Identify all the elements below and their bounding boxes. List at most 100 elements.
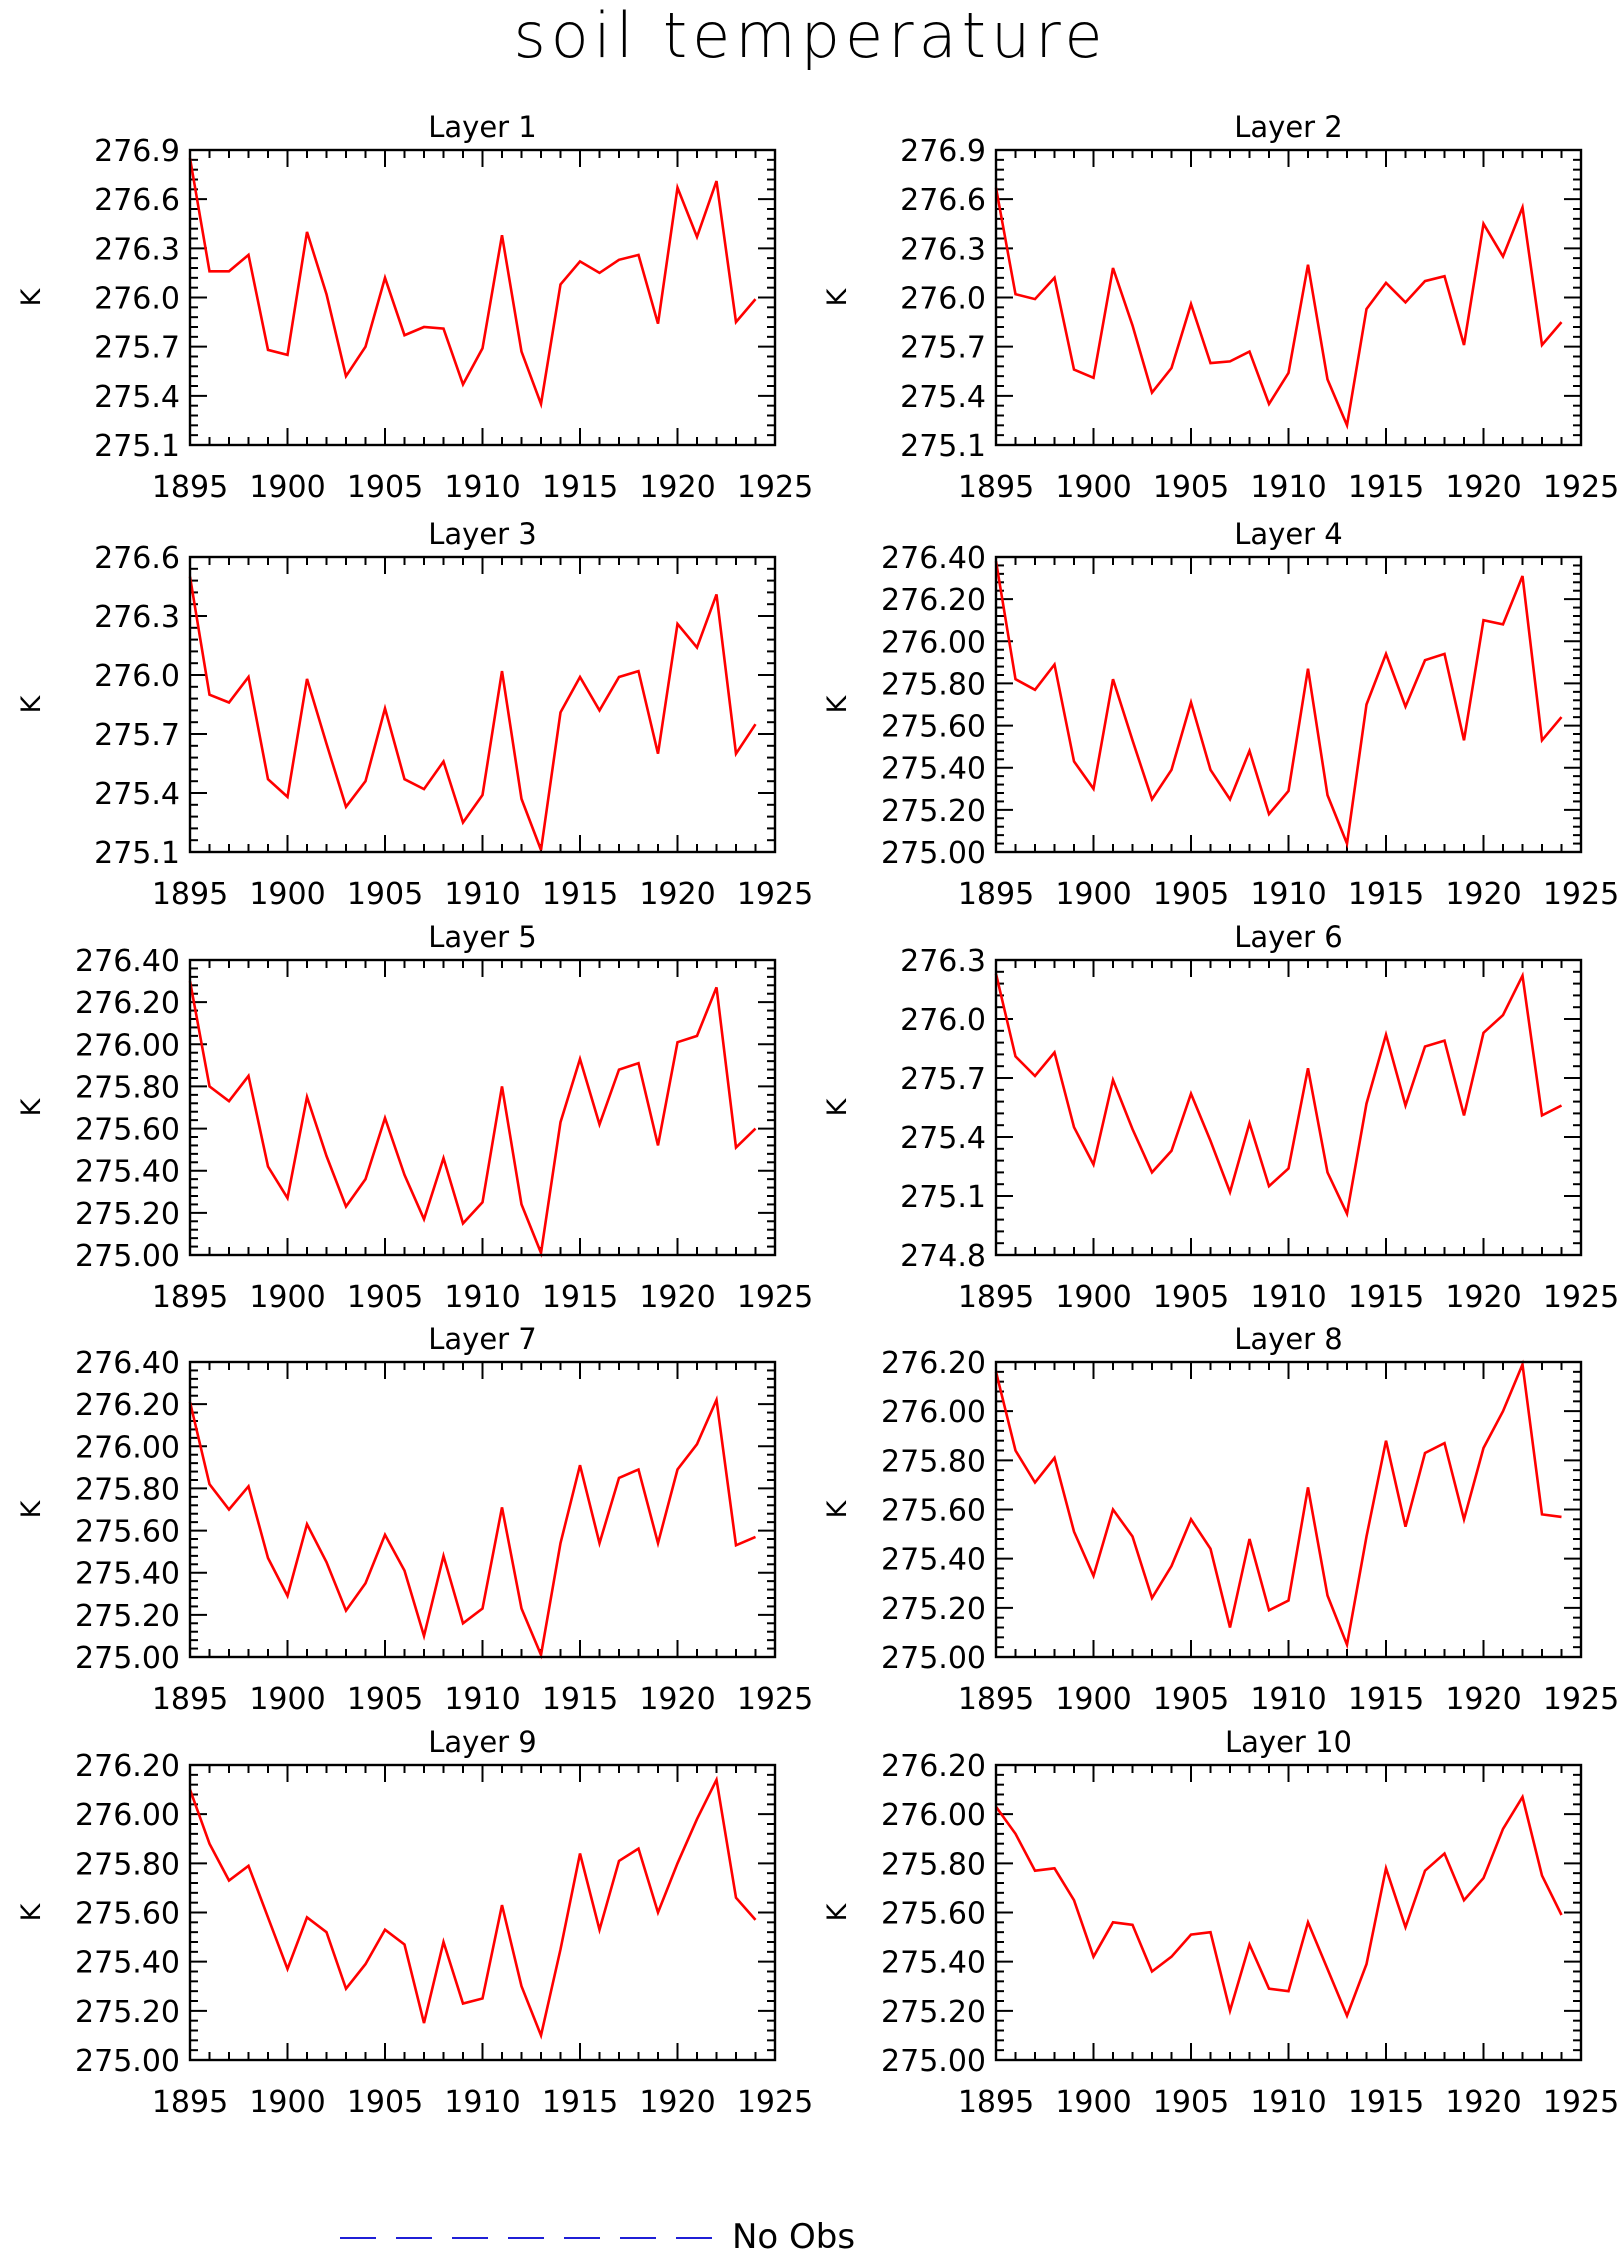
series-line (188, 1395, 757, 1660)
x-tick-label: 1895 (958, 1280, 1034, 1315)
y-tick-label: 276.6 (94, 541, 180, 576)
panel-title: Layer 8 (1234, 1322, 1343, 1356)
x-tick-label: 1925 (737, 470, 813, 505)
series-line (994, 971, 1563, 1218)
plot-frame (188, 1763, 777, 2062)
x-tick-label: 1915 (542, 1280, 618, 1315)
y-axis-label: K (16, 287, 47, 306)
y-tick-label: 275.40 (75, 1557, 180, 1592)
x-tick-label: 1910 (1250, 470, 1326, 505)
x-tick-label: 1920 (639, 877, 715, 912)
y-axis-label: K (822, 1097, 853, 1116)
x-tick-label: 1915 (1348, 1280, 1424, 1315)
x-tick-label: 1910 (1250, 1682, 1326, 1717)
x-tick-label: 1905 (1153, 1682, 1229, 1717)
x-tick-label: 1915 (1348, 470, 1424, 505)
chart-panel: Layer 3 K 1895 1900 1905 1910 1915 1920 1925 275.… (16, 517, 813, 912)
x-tick-label: 1900 (249, 1280, 325, 1315)
y-axis-label: K (16, 694, 47, 713)
chart-panel: Layer 7 K 1895 1900 1905 1910 1915 1920 1925 275.… (16, 1322, 813, 1717)
chart-panel: Layer 2 K 1895 1900 1905 1910 1915 1920 1925 275.… (822, 110, 1619, 505)
y-tick-label: 276.20 (75, 1749, 180, 1784)
y-tick-label: 276.00 (881, 1395, 986, 1430)
x-tick-label: 1920 (639, 470, 715, 505)
x-tick-label: 1925 (737, 877, 813, 912)
y-tick-label: 276.00 (881, 625, 986, 660)
figure-title: soil temperature (513, 0, 1108, 72)
y-tick-label: 275.1 (94, 836, 180, 871)
y-tick-label: 275.40 (881, 1946, 986, 1981)
panel-title: Layer 10 (1225, 1725, 1352, 1759)
y-tick-label: 275.80 (881, 667, 986, 702)
panel-title: Layer 2 (1234, 110, 1343, 144)
plot-frame (994, 555, 1583, 854)
x-tick-label: 1905 (1153, 1280, 1229, 1315)
y-axis-label: K (822, 1902, 853, 1921)
y-tick-label: 276.0 (94, 282, 180, 317)
x-tick-label: 1915 (542, 2085, 618, 2120)
y-tick-label: 275.60 (75, 1515, 180, 1550)
y-tick-label: 275.60 (75, 1897, 180, 1932)
x-tick-label: 1910 (444, 1280, 520, 1315)
series-line (994, 560, 1563, 849)
y-tick-label: 275.60 (881, 1897, 986, 1932)
panel-title: Layer 3 (428, 517, 537, 551)
x-tick-label: 1925 (737, 1682, 813, 1717)
x-tick-label: 1910 (444, 470, 520, 505)
panel-title: Layer 5 (428, 920, 537, 954)
x-tick-label: 1905 (1153, 2085, 1229, 2120)
x-tick-label: 1900 (249, 1682, 325, 1717)
y-tick-label: 275.1 (94, 429, 180, 464)
y-tick-label: 275.20 (75, 1599, 180, 1634)
x-tick-label: 1895 (152, 1682, 228, 1717)
y-tick-label: 275.40 (881, 752, 986, 787)
x-tick-label: 1925 (1543, 470, 1619, 505)
x-tick-label: 1905 (1153, 877, 1229, 912)
y-tick-label: 275.40 (881, 1543, 986, 1578)
y-axis-label: K (822, 1499, 853, 1518)
y-tick-label: 275.7 (900, 1062, 986, 1097)
y-tick-label: 275.00 (75, 2044, 180, 2079)
x-tick-label: 1900 (249, 470, 325, 505)
y-tick-label: 276.00 (75, 1798, 180, 1833)
y-tick-label: 275.4 (900, 380, 986, 415)
y-tick-label: 276.20 (881, 1749, 986, 1784)
panel-title: Layer 9 (428, 1725, 537, 1759)
y-tick-label: 275.00 (881, 836, 986, 871)
y-tick-label: 276.00 (75, 1430, 180, 1465)
y-tick-label: 276.40 (75, 944, 180, 979)
y-tick-label: 276.00 (881, 1798, 986, 1833)
panel-title: Layer 1 (428, 110, 537, 144)
plot-frame (994, 1763, 1583, 2062)
x-tick-label: 1910 (444, 877, 520, 912)
chart-panel: Layer 6 K 1895 1900 1905 1910 1915 1920 1925 274.… (822, 920, 1619, 1315)
x-tick-label: 1920 (639, 2085, 715, 2120)
chart-panels: Layer 1 K 1895 1900 1905 1910 1915 1920 1925 275.… (16, 110, 1619, 2120)
chart-panel: Layer 9 K 1895 1900 1905 1910 1915 1920 1925 275.… (16, 1725, 813, 2120)
x-tick-label: 1900 (1055, 2085, 1131, 2120)
x-tick-label: 1905 (347, 877, 423, 912)
x-tick-label: 1925 (737, 1280, 813, 1315)
x-tick-label: 1900 (249, 2085, 325, 2120)
x-tick-label: 1920 (1445, 470, 1521, 505)
y-axis-label: K (16, 1097, 47, 1116)
x-tick-label: 1915 (1348, 1682, 1424, 1717)
y-tick-label: 275.20 (881, 794, 986, 829)
y-tick-label: 275.1 (900, 1180, 986, 1215)
x-tick-label: 1895 (152, 470, 228, 505)
y-tick-label: 275.4 (94, 380, 180, 415)
x-tick-label: 1900 (1055, 877, 1131, 912)
y-tick-label: 275.1 (900, 429, 986, 464)
y-tick-label: 275.80 (881, 1847, 986, 1882)
y-tick-label: 275.80 (75, 1070, 180, 1105)
x-tick-label: 1905 (347, 2085, 423, 2120)
plot-frame (994, 1360, 1583, 1659)
x-tick-label: 1895 (958, 470, 1034, 505)
y-tick-label: 276.6 (94, 183, 180, 218)
y-tick-label: 275.40 (75, 1946, 180, 1981)
x-tick-label: 1905 (347, 1682, 423, 1717)
y-tick-label: 275.00 (881, 1641, 986, 1676)
x-tick-label: 1895 (152, 2085, 228, 2120)
y-tick-label: 276.0 (900, 282, 986, 317)
plot-frame (994, 958, 1583, 1257)
